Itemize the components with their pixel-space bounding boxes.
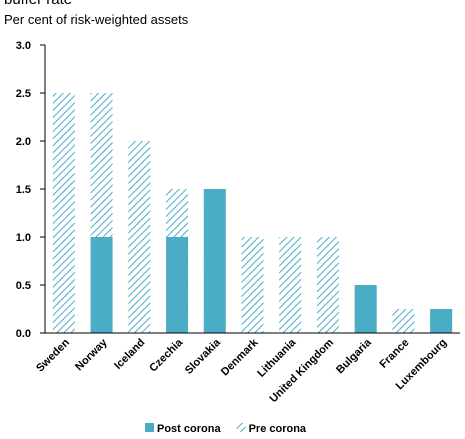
legend-label: Post corona bbox=[157, 423, 221, 434]
bar bbox=[316, 237, 339, 333]
y-tick-label: 0.0 bbox=[16, 328, 31, 340]
legend-label: Pre corona bbox=[249, 423, 307, 434]
bar bbox=[392, 309, 415, 333]
x-tick-label: France bbox=[378, 337, 412, 371]
y-tick-label: 2.0 bbox=[16, 136, 31, 148]
chart-title: buffer rate bbox=[4, 0, 72, 8]
bar bbox=[203, 189, 226, 333]
bar bbox=[354, 285, 377, 333]
legend-swatch bbox=[145, 423, 154, 432]
x-tick-label: Iceland bbox=[112, 337, 147, 372]
x-tick-label: Czechia bbox=[147, 336, 186, 375]
y-tick-label: 0.5 bbox=[16, 280, 31, 292]
bar bbox=[430, 309, 453, 333]
y-tick-label: 2.5 bbox=[16, 88, 31, 100]
x-tick-label: Norway bbox=[73, 336, 110, 373]
bar bbox=[52, 93, 75, 333]
bar bbox=[128, 141, 151, 333]
chart-subtitle: Per cent of risk-weighted assets bbox=[4, 12, 189, 27]
bar bbox=[279, 237, 302, 333]
bar bbox=[241, 237, 264, 333]
x-tick-label: Sweden bbox=[34, 336, 72, 374]
x-tick-label: Bulgaria bbox=[334, 336, 374, 376]
legend-swatch bbox=[236, 423, 246, 432]
x-tick-label: Slovakia bbox=[183, 336, 224, 377]
y-tick-label: 1.0 bbox=[16, 232, 31, 244]
bar bbox=[166, 237, 189, 333]
x-tick-label: United Kingdom bbox=[268, 336, 337, 405]
bar bbox=[90, 237, 113, 333]
y-tick-label: 1.5 bbox=[16, 184, 31, 196]
y-tick-label: 3.0 bbox=[16, 40, 31, 52]
